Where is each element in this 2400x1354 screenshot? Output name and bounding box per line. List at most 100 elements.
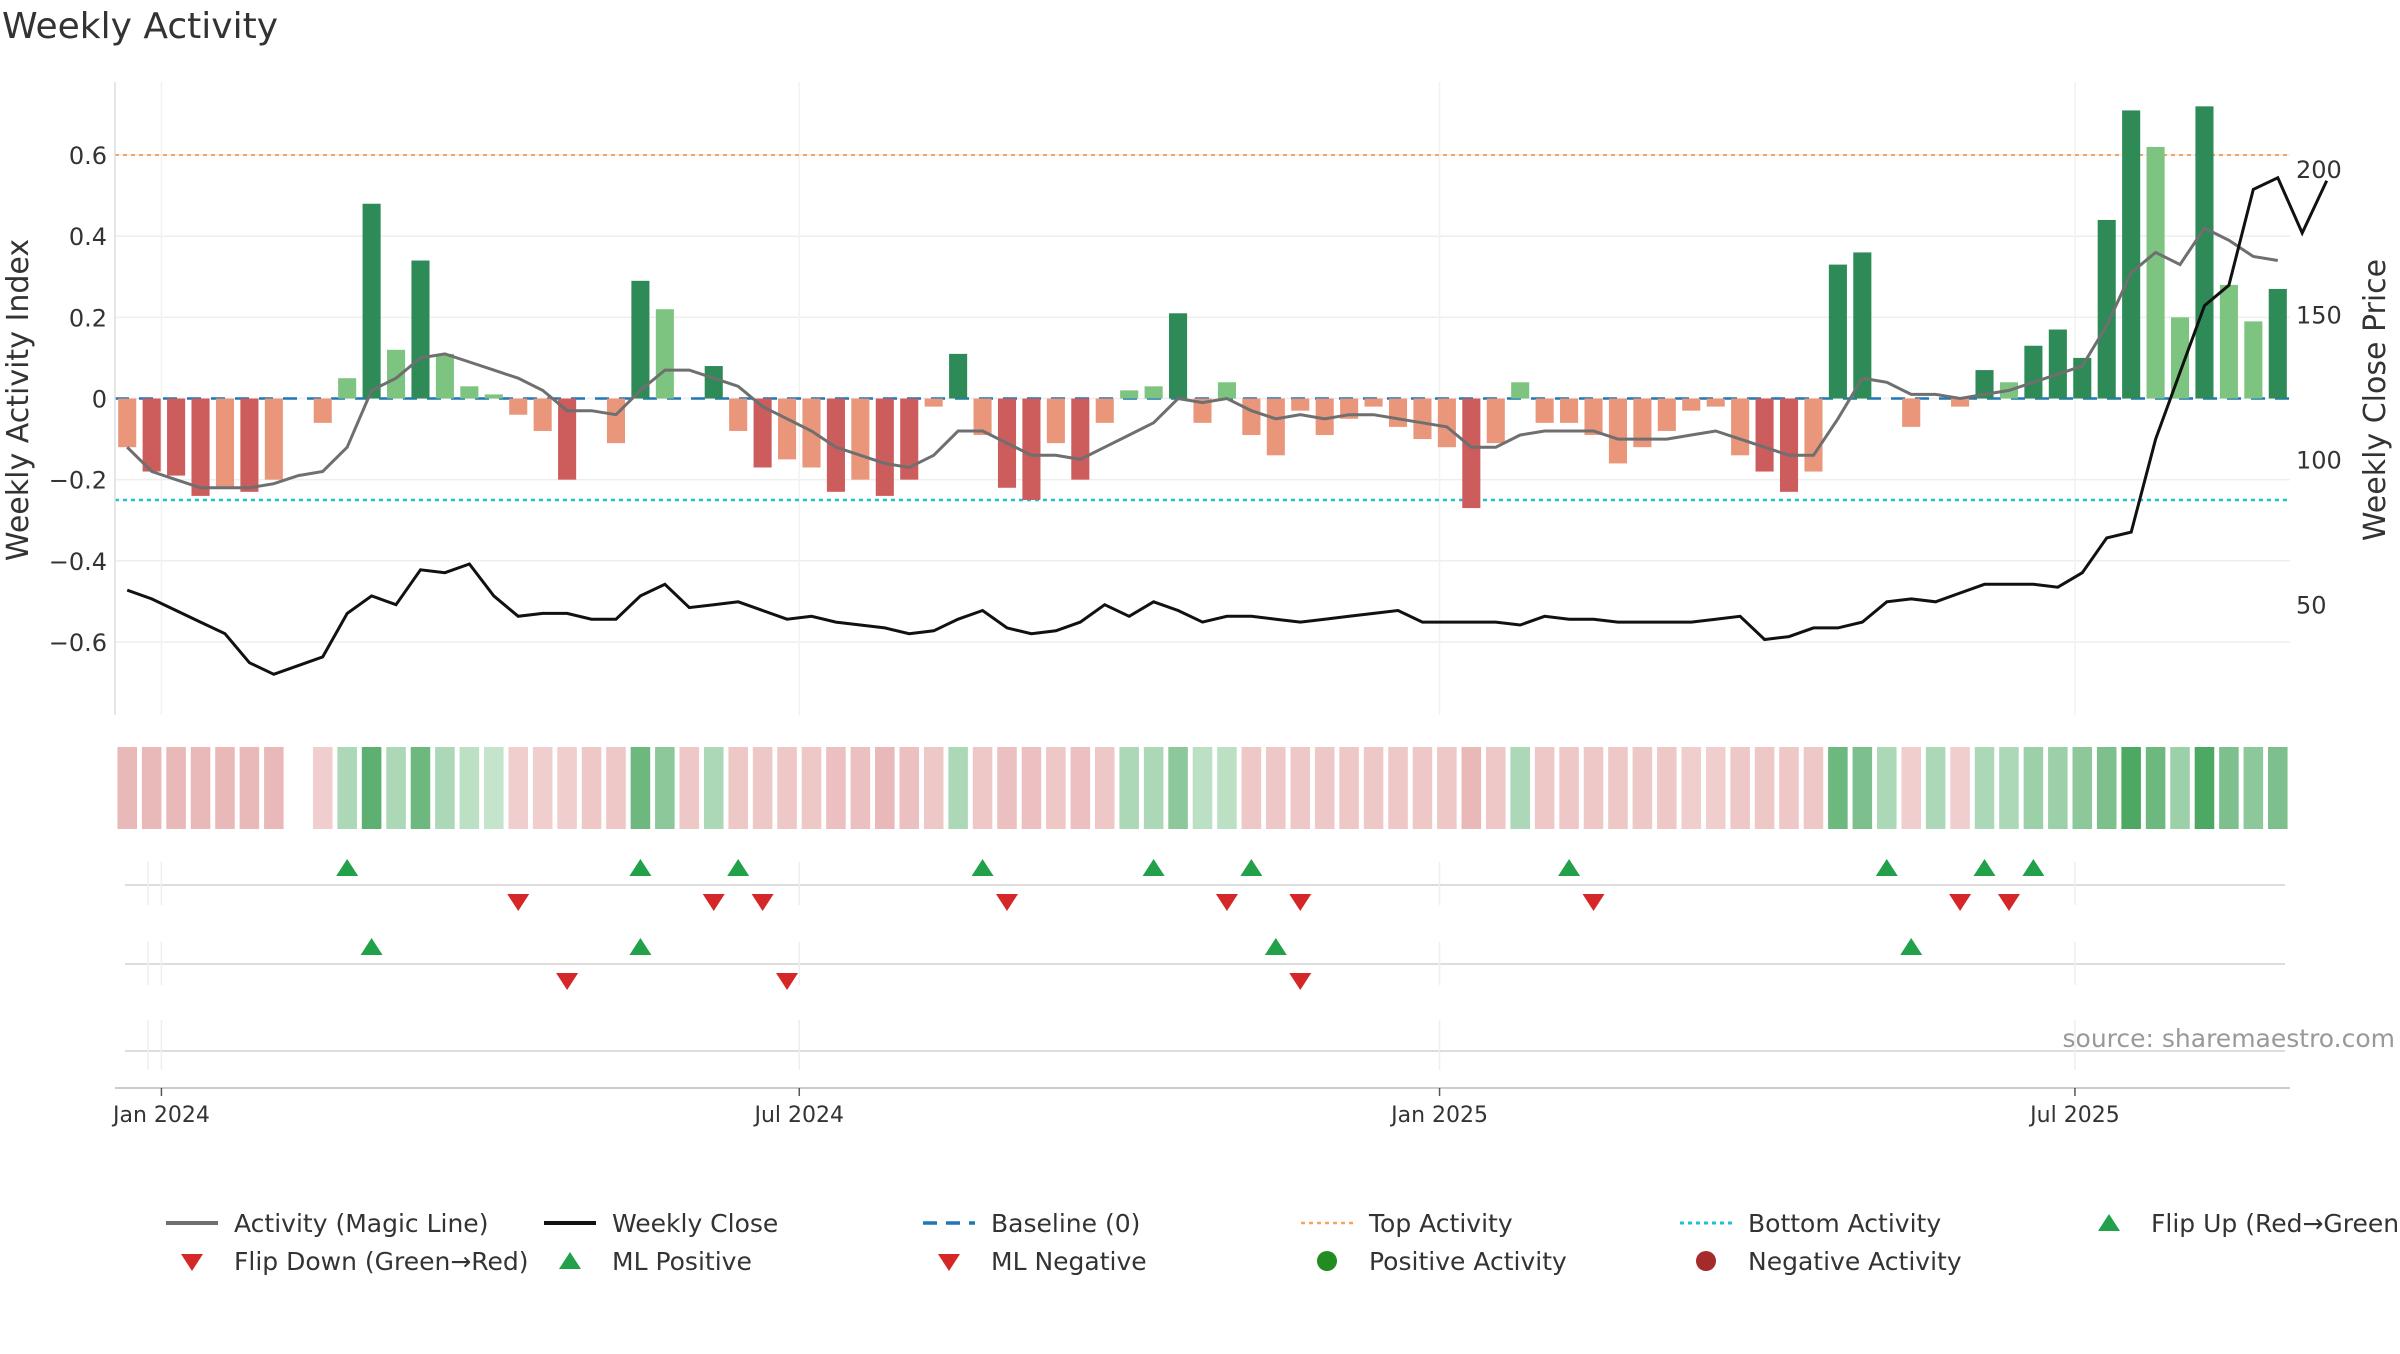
- activity-bar: [606, 398, 626, 444]
- activity-bar: [1095, 398, 1114, 423]
- flip-down-marker: [751, 894, 774, 911]
- y-axis-label: Weekly Activity Index: [1, 239, 36, 561]
- legend-glyph-magic: [166, 1221, 218, 1225]
- color-strip-cell: [1070, 747, 1091, 829]
- color-strip-cell: [1974, 747, 1995, 829]
- activity-bar: [2170, 317, 2190, 399]
- axes: 0.6 0.4 0.2 0 −0.2 −0.4 −0.6 200 150 100 50: [49, 82, 2342, 715]
- y2-tick-label: 150: [2296, 301, 2342, 329]
- activity-bar: [435, 353, 454, 399]
- color-strip-cell: [1412, 747, 1433, 829]
- activity-bar: [1169, 313, 1188, 399]
- activity-bar: [240, 398, 259, 492]
- ml-positive-marker: [1900, 938, 1923, 955]
- color-strip-cell: [141, 747, 162, 829]
- color-strip-cell: [1021, 747, 1042, 829]
- activity-bar: [1853, 252, 1872, 399]
- activity-bar: [1535, 398, 1554, 423]
- legend-item-posact: Positive Activity: [1295, 1243, 1567, 1279]
- flip-marker-panels: [125, 859, 2285, 1070]
- color-strip-cell: [679, 747, 700, 829]
- legend-label: Negative Activity: [1748, 1246, 1962, 1276]
- x-tick-label: Jul 2024: [753, 1103, 845, 1128]
- color-strip-cell: [264, 747, 284, 829]
- color-strip-cell: [1046, 747, 1066, 829]
- source-note: source: sharemaestro.com: [2063, 1024, 2396, 1053]
- activity-bar: [167, 398, 186, 476]
- color-strip-cell: [1999, 747, 2019, 829]
- y-tick-label: 0.6: [69, 142, 107, 170]
- color-strip-cell: [2023, 747, 2044, 829]
- color-strip-cell: [1192, 747, 1213, 829]
- color-strip-cell: [1803, 747, 1824, 829]
- legend-label: Positive Activity: [1369, 1246, 1567, 1276]
- flip-down-marker: [702, 894, 725, 911]
- flip-down-marker: [1997, 894, 2020, 911]
- activity-bar: [2122, 110, 2141, 399]
- flip-down-marker: [507, 894, 530, 911]
- activity-bar: [973, 398, 992, 436]
- legend-item-top: Top Activity: [1295, 1205, 1513, 1241]
- legend: Activity (Magic Line) Weekly Close Baselin…: [160, 1205, 2400, 1285]
- color-strip-cell: [2268, 747, 2288, 829]
- color-strip-cell: [850, 747, 871, 829]
- x-axis: Jan 2024 Jul 2024 Jan 2025 Jul 2025: [111, 1087, 2290, 1128]
- legend-glyph-posact: [1317, 1251, 1337, 1271]
- activity-bar: [1144, 386, 1163, 399]
- color-strip-cell: [752, 747, 773, 829]
- ml-negative-marker: [1289, 973, 1312, 990]
- activity-bar: [1560, 398, 1579, 423]
- legend-glyph-baseline: [923, 1221, 975, 1225]
- color-strip-cell: [2048, 747, 2068, 829]
- activity-bar: [1608, 398, 1627, 464]
- legend-glyph-flipup: [2098, 1214, 2120, 1231]
- legend-glyph-top: [1301, 1221, 1353, 1225]
- activity-bar: [2268, 288, 2287, 399]
- flip-up-marker: [1142, 859, 1165, 876]
- activity-bar: [1120, 390, 1139, 399]
- color-strip-cell: [1583, 747, 1604, 829]
- color-strip-cell: [1632, 747, 1653, 829]
- activity-bar: [362, 203, 381, 399]
- color-strip-cell: [1217, 747, 1237, 829]
- color-strip-cell: [1534, 747, 1555, 829]
- activity-bar: [1413, 398, 1432, 440]
- series-lines: [126, 175, 2329, 676]
- activity-bar: [2195, 106, 2214, 399]
- activity-bar: [1266, 398, 1285, 456]
- activity-bar: [1193, 398, 1212, 423]
- color-strip-cell: [1925, 747, 1946, 829]
- color-strip-cell: [312, 747, 333, 829]
- activity-bar: [460, 386, 479, 399]
- color-strip-cell: [410, 747, 431, 829]
- activity-bar: [264, 398, 283, 480]
- color-strip-cell: [972, 747, 993, 829]
- x-tick-label: Jan 2025: [1389, 1103, 1488, 1128]
- activity-bar: [1388, 398, 1408, 427]
- y-tick-label: 0.4: [69, 223, 107, 251]
- color-strip-cell: [899, 747, 920, 829]
- y-tick-label: 0: [92, 386, 107, 414]
- color-strip-cell: [459, 747, 480, 829]
- color-strip-cell: [2096, 747, 2117, 829]
- legend-label: Activity (Magic Line): [234, 1208, 489, 1238]
- activity-bar: [142, 398, 161, 472]
- color-strip-cell: [1266, 747, 1286, 829]
- activity-bar: [1755, 398, 1774, 472]
- flip-up-marker: [629, 859, 652, 876]
- legend-label: Flip Down (Green→Red): [234, 1246, 529, 1276]
- legend-glyph-negact: [1696, 1251, 1716, 1271]
- color-strip-cell: [826, 747, 846, 829]
- activity-bar: [1657, 398, 1676, 431]
- activity-bar: [924, 398, 943, 407]
- y2-tick-label: 100: [2296, 446, 2342, 474]
- color-strip-cell: [728, 747, 748, 829]
- legend-item-close: Weekly Close: [538, 1205, 778, 1241]
- activity-bar: [1584, 398, 1603, 436]
- activity-bar: [411, 260, 430, 399]
- y-tick-label: 0.2: [69, 304, 107, 332]
- y2-tick-label: 50: [2296, 592, 2327, 620]
- flip-up-marker: [1875, 859, 1898, 876]
- color-strip-cell: [215, 747, 235, 829]
